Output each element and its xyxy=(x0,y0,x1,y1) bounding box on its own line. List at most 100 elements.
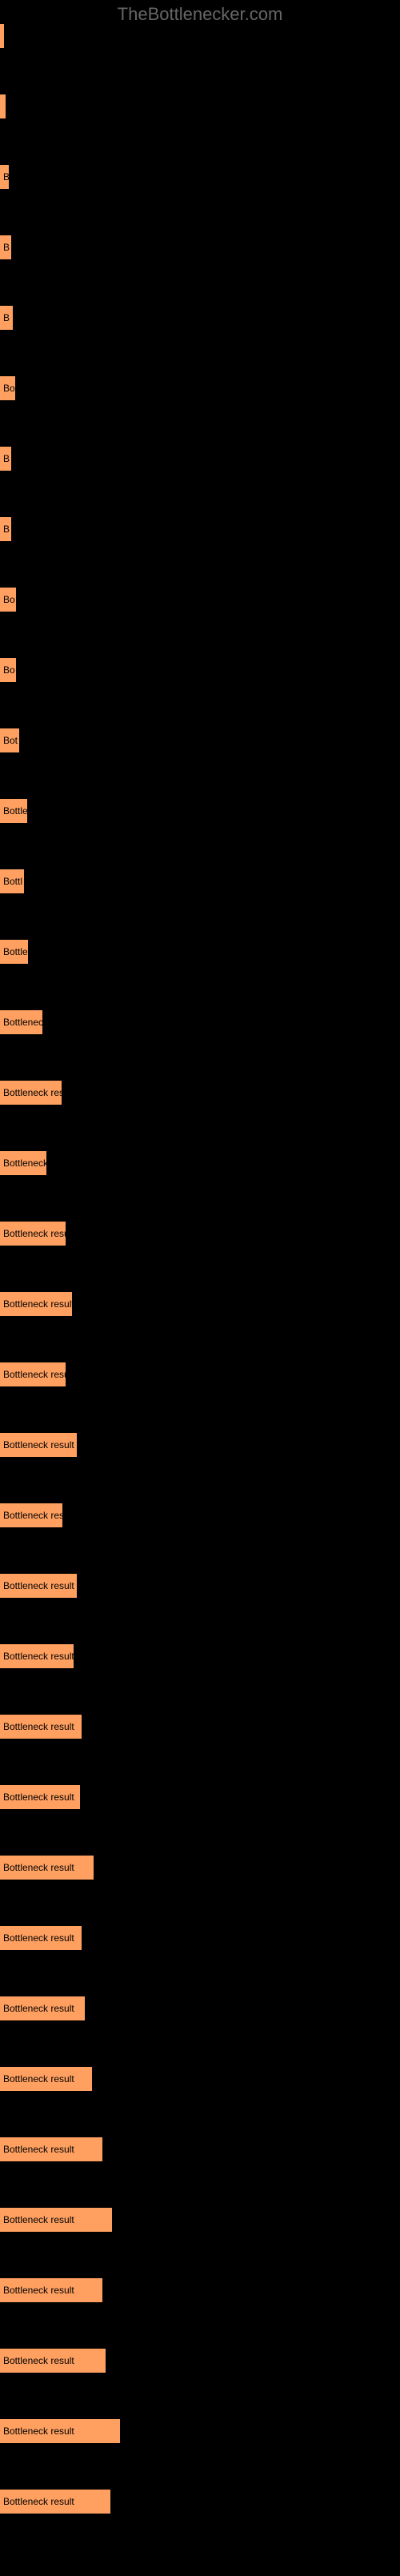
bar-label: Bottleneck result xyxy=(3,1651,74,1662)
bar: Bottleneck resu xyxy=(0,1222,66,1246)
bar: Bottle xyxy=(0,799,27,823)
bar: Bottleneck result xyxy=(0,2349,106,2373)
bar: B xyxy=(0,517,11,541)
bar-label: Bottleneck result xyxy=(3,2496,74,2507)
bar-row: Bottlenec xyxy=(0,1010,400,1034)
bar-label: Bottleneck result xyxy=(3,1580,74,1591)
bar: Bottleneck result xyxy=(0,2278,102,2302)
bar-label: Bo xyxy=(3,383,15,394)
bar: B xyxy=(0,235,11,259)
bar-row: Bottl xyxy=(0,869,400,893)
bar: Bottleneck res xyxy=(0,1503,62,1527)
bar-row: Bo xyxy=(0,376,400,400)
bar-row: Bottleneck result xyxy=(0,1926,400,1950)
bar-row: Bottleneck result xyxy=(0,2067,400,2091)
bar: Bottleneck result xyxy=(0,1644,74,1668)
bar-row: Bottleneck result xyxy=(0,2349,400,2373)
bar: Bottle xyxy=(0,940,28,964)
bar-label: Bottleneck resu xyxy=(3,1369,66,1380)
bar-label: Bottleneck result xyxy=(3,1862,74,1873)
bar-row: Bottleneck res xyxy=(0,1503,400,1527)
bar: Bo xyxy=(0,376,15,400)
bar-row: Bottleneck result xyxy=(0,2419,400,2443)
bar: Bottleneck result xyxy=(0,2208,112,2232)
bar: Bottleneck res xyxy=(0,1081,62,1105)
bar-row: Bot xyxy=(0,728,400,752)
bar-row: B xyxy=(0,447,400,471)
bar: Bo xyxy=(0,588,16,612)
bar-label: Bottleneck result xyxy=(3,1721,74,1732)
bar-label: Bottleneck res xyxy=(3,1510,62,1521)
bar-label: Bottleneck result xyxy=(3,1439,74,1451)
bar-row xyxy=(0,24,400,48)
bar-row: Bottleneck xyxy=(0,1151,400,1175)
bar: Bottleneck result xyxy=(0,1433,77,1457)
bar-label: Bottleneck result xyxy=(3,2355,74,2366)
bar-row: Bottleneck result xyxy=(0,1785,400,1809)
bar: Bottleneck result xyxy=(0,1926,82,1950)
bar-row: Bottleneck result xyxy=(0,1292,400,1316)
bar-label: Bottleneck result xyxy=(3,2144,74,2155)
bar-label: Bottl xyxy=(3,876,22,887)
bar-label: Bottleneck result xyxy=(3,2073,74,2084)
bar-label: B xyxy=(3,524,10,535)
bar-label: Bot xyxy=(3,735,18,746)
bar: Bottleneck result xyxy=(0,1856,94,1880)
bar-label: Bottleneck result xyxy=(3,2285,74,2296)
bar-row: Bottleneck result xyxy=(0,2208,400,2232)
bar-row: Bottleneck resu xyxy=(0,1362,400,1386)
bar-row: Bottleneck result xyxy=(0,1715,400,1739)
bar-row: Bottleneck result xyxy=(0,2278,400,2302)
bar: B xyxy=(0,306,13,330)
bar: Bottl xyxy=(0,869,24,893)
bar: Bo xyxy=(0,658,16,682)
bar-label: B xyxy=(3,171,9,183)
bar-label: Bottleneck resu xyxy=(3,1228,66,1239)
bar-row: Bottleneck result xyxy=(0,1996,400,2020)
bar-row: Bottleneck result xyxy=(0,2137,400,2161)
bar-label: Bottle xyxy=(3,946,28,957)
bar: Bottleneck result xyxy=(0,2419,120,2443)
bar: B xyxy=(0,447,11,471)
bar: Bottlenec xyxy=(0,1010,42,1034)
watermark-text: TheBottlenecker.com xyxy=(118,4,283,25)
bar-row xyxy=(0,94,400,118)
bar-label: Bottleneck xyxy=(3,1158,46,1169)
bar: Bottleneck resu xyxy=(0,1362,66,1386)
bar-row: B xyxy=(0,235,400,259)
bar-label: Bottleneck result xyxy=(3,1932,74,1944)
bar-row: Bottleneck result xyxy=(0,1644,400,1668)
bar-row: Bottle xyxy=(0,799,400,823)
bar-row: Bottleneck resu xyxy=(0,1222,400,1246)
bar-label: B xyxy=(3,312,10,323)
bar-label: Bottleneck result xyxy=(3,2003,74,2014)
bar: Bottleneck result xyxy=(0,1715,82,1739)
bar-row: B xyxy=(0,165,400,189)
bar-row: Bottleneck res xyxy=(0,1081,400,1105)
bar-row: Bottleneck result xyxy=(0,1574,400,1598)
bar-row: Bo xyxy=(0,588,400,612)
bar xyxy=(0,94,6,118)
bar: B xyxy=(0,165,9,189)
bar xyxy=(0,24,4,48)
bar: Bottleneck result xyxy=(0,1996,85,2020)
bar-label: B xyxy=(3,242,10,253)
bar-row: Bottleneck result xyxy=(0,1433,400,1457)
bar-label: Bottlenec xyxy=(3,1017,42,1028)
bar-row: Bottleneck result xyxy=(0,2490,400,2514)
bar-label: Bo xyxy=(3,664,15,676)
bar-row: Bottleneck result xyxy=(0,1856,400,1880)
bar: Bottleneck xyxy=(0,1151,46,1175)
bar: Bot xyxy=(0,728,19,752)
bar-label: Bottle xyxy=(3,805,27,817)
bar: Bottleneck result xyxy=(0,2067,92,2091)
bar: Bottleneck result xyxy=(0,1785,80,1809)
bar-row: Bottle xyxy=(0,940,400,964)
bar-row: B xyxy=(0,517,400,541)
bar-row: B xyxy=(0,306,400,330)
bar-chart: B B B Bo B B Bo Bo Bot Bottle Bottl Bottle Bottlenec… xyxy=(0,0,400,2576)
bar: Bottleneck result xyxy=(0,2137,102,2161)
bar-label: Bottleneck res xyxy=(3,1087,62,1098)
bar: Bottleneck result xyxy=(0,1574,77,1598)
bar-label: Bottleneck result xyxy=(3,1298,72,1310)
